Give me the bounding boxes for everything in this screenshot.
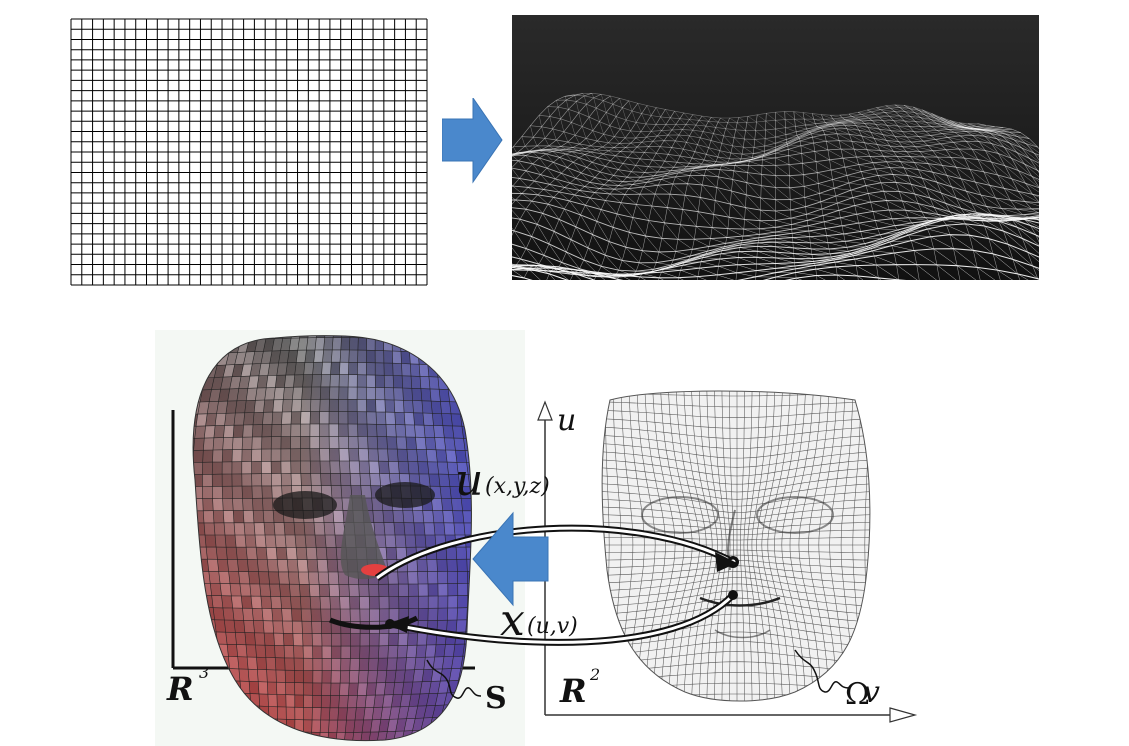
map-x-args: (u,v)	[527, 614, 578, 639]
space-3d-label: R	[166, 670, 194, 708]
map-u-args: (x,y,z)	[485, 474, 550, 499]
transform-arrow-right	[442, 98, 503, 184]
surface-label: S	[485, 681, 507, 716]
axis-u-arrowhead	[537, 400, 553, 421]
space-3d-exponent: 3	[199, 663, 209, 682]
domain-label: Ω	[845, 677, 870, 712]
map-x-symbol: x	[500, 595, 525, 646]
surface-leader	[426, 659, 482, 699]
space-2d-label: R	[559, 672, 587, 710]
mapping-x-curve	[385, 590, 738, 646]
space-2d-exponent: 2	[589, 665, 600, 684]
terrain-wireframe	[512, 15, 1039, 280]
axis-v-label: v	[863, 675, 880, 710]
domain-leader	[794, 649, 850, 693]
face-parameterization-diagram: u v u (x,y,z) x (u,v) R 3 R 2 S Ω	[155, 330, 918, 746]
face-2d-mesh	[602, 391, 870, 701]
axis-u-label: u	[557, 403, 576, 438]
map-u-symbol: u	[455, 455, 483, 506]
mapping-u-curve	[374, 524, 739, 581]
transform-arrow-left	[472, 511, 549, 607]
axis-v-arrowhead	[889, 707, 918, 723]
flat-grid	[70, 18, 428, 286]
